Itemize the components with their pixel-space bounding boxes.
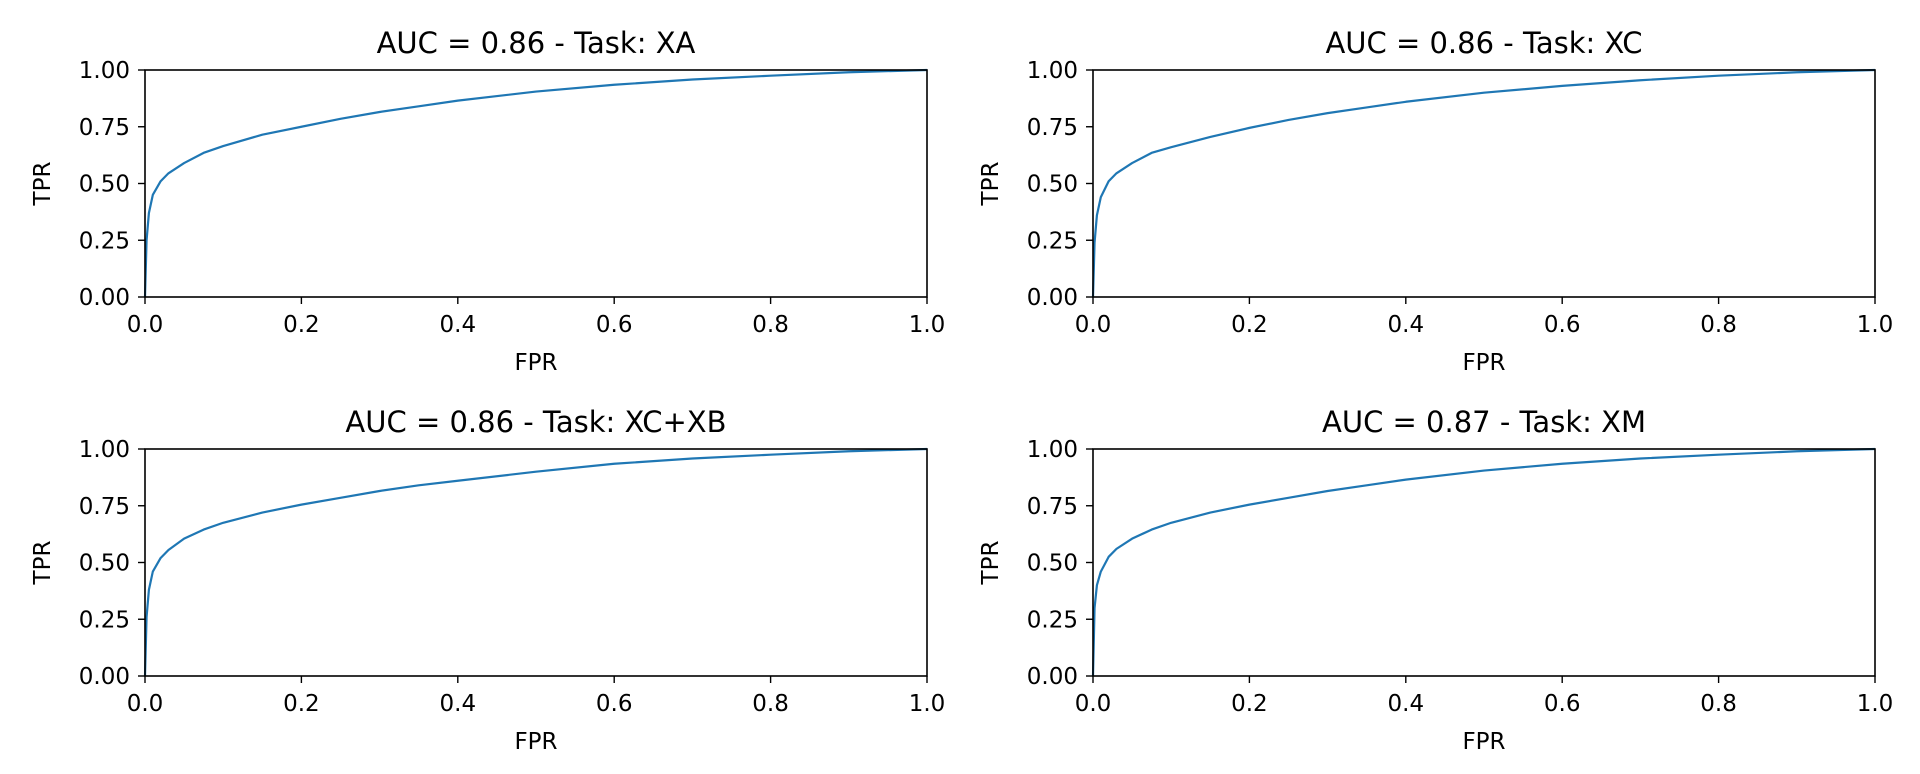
panel-title: AUC = 0.86 - Task: XA bbox=[377, 26, 696, 60]
y-tick-label: 0.50 bbox=[1027, 172, 1078, 198]
y-tick-label: 0.25 bbox=[1027, 228, 1078, 254]
y-tick-label: 1.00 bbox=[79, 58, 130, 84]
x-tick-label: 0.6 bbox=[1544, 312, 1581, 338]
y-axis-label: TPR bbox=[30, 162, 56, 207]
x-tick-label: 0.4 bbox=[440, 312, 477, 338]
x-tick-label: 0.2 bbox=[283, 691, 320, 717]
panel-title: AUC = 0.86 - Task: XC+XB bbox=[345, 405, 726, 439]
x-tick-label: 1.0 bbox=[1857, 312, 1894, 338]
y-tick-label: 0.25 bbox=[1027, 607, 1078, 633]
y-tick-label: 0.75 bbox=[79, 115, 130, 141]
y-tick-label: 0.75 bbox=[1027, 494, 1078, 520]
x-tick-label: 0.2 bbox=[1231, 312, 1268, 338]
x-tick-label: 0.8 bbox=[1700, 691, 1737, 717]
roc-curve bbox=[1091, 68, 1876, 298]
y-tick-label: 0.25 bbox=[79, 228, 130, 254]
x-tick-label: 0.6 bbox=[1544, 691, 1581, 717]
x-tick-label: 0.4 bbox=[440, 691, 477, 717]
y-tick-label: 1.00 bbox=[1027, 437, 1078, 463]
roc-panel-4: AUC = 0.87 - Task: XM0.0 0.2 0.4 0.6 0.8 1.00… bbox=[978, 405, 1893, 755]
axes-frame bbox=[1092, 69, 1876, 298]
roc-curve bbox=[143, 447, 928, 677]
axes-frame bbox=[1092, 448, 1876, 677]
roc-panel-3: AUC = 0.86 - Task: XC+XB 0.0 0.2 0.4 0.6 0.8 1… bbox=[30, 405, 945, 755]
panel-title: AUC = 0.87 - Task: XM bbox=[1322, 405, 1646, 439]
y-tick-label: 0.75 bbox=[79, 494, 130, 520]
x-tick-label: 0.8 bbox=[752, 312, 789, 338]
y-tick-label: 0.00 bbox=[79, 285, 130, 311]
y-axis-label: TPR bbox=[978, 162, 1004, 207]
x-tick-label: 0.2 bbox=[1231, 691, 1268, 717]
y-tick-label: 1.00 bbox=[1027, 58, 1078, 84]
x-axis-label: FPR bbox=[1462, 729, 1505, 755]
roc-curve bbox=[1091, 447, 1876, 677]
y-tick-label: 0.50 bbox=[79, 551, 130, 577]
x-tick-label: 0.4 bbox=[1388, 312, 1425, 338]
x-axis-label: FPR bbox=[514, 729, 557, 755]
x-tick-label: 0.0 bbox=[127, 691, 164, 717]
y-tick-label: 0.25 bbox=[79, 607, 130, 633]
axes-frame bbox=[144, 69, 928, 298]
y-tick-label: 0.00 bbox=[1027, 285, 1078, 311]
x-axis-label: FPR bbox=[1462, 350, 1505, 376]
y-tick-label: 0.00 bbox=[79, 664, 130, 690]
y-axis-label: TPR bbox=[978, 541, 1004, 586]
y-tick-label: 0.75 bbox=[1027, 115, 1078, 141]
axes-frame bbox=[144, 448, 928, 677]
x-tick-label: 0.6 bbox=[596, 691, 633, 717]
x-axis-label: FPR bbox=[514, 350, 557, 376]
x-tick-label: 1.0 bbox=[909, 312, 946, 338]
roc-panel-2: AUC = 0.86 - Task: XC0.0 0.2 0.4 0.6 0.8 1.00… bbox=[978, 26, 1893, 376]
x-tick-label: 0.0 bbox=[127, 312, 164, 338]
x-tick-label: 1.0 bbox=[909, 691, 946, 717]
x-tick-label: 0.8 bbox=[1700, 312, 1737, 338]
roc-curve bbox=[143, 68, 928, 298]
y-tick-label: 0.50 bbox=[1027, 551, 1078, 577]
y-tick-label: 0.00 bbox=[1027, 664, 1078, 690]
x-tick-label: 0.4 bbox=[1388, 691, 1425, 717]
x-tick-label: 0.6 bbox=[596, 312, 633, 338]
roc-panel-1: AUC = 0.86 - Task: XA0.0 0.2 0.4 0.6 0.8 1.00… bbox=[30, 26, 945, 376]
x-tick-label: 0.0 bbox=[1075, 312, 1112, 338]
x-tick-label: 0.2 bbox=[283, 312, 320, 338]
y-tick-label: 0.50 bbox=[79, 172, 130, 198]
x-tick-label: 1.0 bbox=[1857, 691, 1894, 717]
y-tick-label: 1.00 bbox=[79, 437, 130, 463]
x-tick-label: 0.8 bbox=[752, 691, 789, 717]
x-tick-label: 0.0 bbox=[1075, 691, 1112, 717]
y-axis-label: TPR bbox=[30, 541, 56, 586]
panel-title: AUC = 0.86 - Task: XC bbox=[1325, 26, 1642, 60]
